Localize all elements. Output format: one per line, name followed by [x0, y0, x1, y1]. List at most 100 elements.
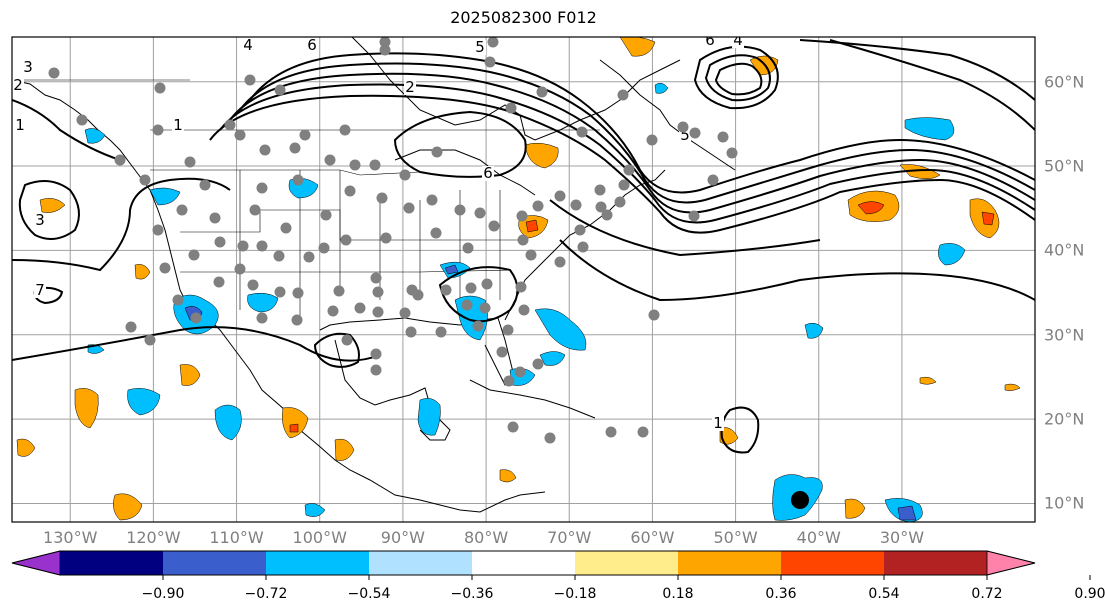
station-marker: [324, 154, 336, 166]
station-marker: [274, 286, 286, 298]
station-marker: [614, 196, 626, 208]
station-marker: [403, 202, 415, 214]
highlight-marker: [791, 491, 809, 509]
station-marker: [159, 262, 171, 274]
colorbar-level-label: 0.72: [971, 586, 1003, 602]
station-marker: [595, 201, 607, 213]
station-marker: [234, 263, 246, 275]
station-marker: [554, 190, 566, 202]
station-marker: [209, 212, 221, 224]
station-marker: [280, 222, 292, 234]
contour-label-bg: [704, 37, 716, 48]
station-marker: [339, 124, 351, 136]
longitude-label: 70°W: [547, 528, 592, 547]
station-marker: [576, 126, 588, 138]
longitude-label: 30°W: [879, 528, 925, 547]
colorbar-cell: [884, 551, 988, 575]
longitude-label: 40°W: [796, 528, 841, 547]
station-marker: [617, 89, 629, 101]
contour-label-bg: [404, 80, 416, 95]
map-frame: [11, 36, 1036, 523]
colorbar-level-label: −0.72: [244, 586, 288, 602]
station-marker: [144, 334, 156, 346]
station-marker: [488, 220, 500, 232]
station-marker: [256, 182, 268, 194]
latitude-label: 60°N: [1044, 72, 1085, 92]
station-marker: [646, 134, 658, 146]
contour-label: 3: [23, 58, 33, 76]
station-marker: [717, 131, 729, 143]
station-marker: [372, 306, 384, 318]
station-marker: [505, 102, 517, 114]
contour-label-bg: [22, 60, 34, 75]
height-contours: [12, 39, 1035, 454]
station-marker: [188, 249, 200, 261]
latitude-label: 40°N: [1044, 240, 1085, 260]
contour-label-bg: [172, 118, 184, 133]
station-marker: [532, 358, 544, 370]
station-marker: [303, 251, 315, 263]
station-marker: [249, 204, 261, 216]
station-marker: [472, 320, 484, 332]
contour-label: 4: [243, 36, 253, 54]
station-marker: [554, 256, 566, 268]
station-marker: [152, 124, 164, 136]
station-marker: [259, 144, 271, 156]
station-marker: [214, 236, 226, 248]
station-marker: [256, 312, 268, 324]
colorbar-extend-low: [11, 550, 61, 576]
station-marker: [484, 56, 496, 68]
station-marker: [299, 129, 311, 141]
station-marker: [256, 240, 268, 252]
station-marker: [462, 242, 474, 254]
colorbar-cell: [60, 551, 164, 575]
contour-label-bg: [12, 78, 24, 93]
station-marker: [172, 294, 184, 306]
station-marker: [152, 224, 164, 236]
contour-label: 1: [15, 116, 25, 134]
contour-label: 6: [483, 164, 493, 182]
latitude-label: 10°N: [1044, 493, 1085, 513]
contour-label: 5: [680, 126, 690, 144]
station-marker: [114, 154, 126, 166]
station-marker: [594, 184, 606, 196]
longitude-label: 100°W: [292, 528, 347, 547]
station-marker: [431, 146, 443, 158]
station-marker: [139, 174, 151, 186]
latitude-label: 30°N: [1044, 325, 1085, 345]
station-marker: [435, 326, 447, 338]
station-marker: [237, 240, 249, 252]
colorbar-cell: [163, 551, 267, 575]
station-marker: [426, 194, 438, 206]
station-marker: [514, 366, 526, 378]
station-marker: [370, 348, 382, 360]
station-marker: [48, 67, 60, 79]
station-marker: [399, 307, 411, 319]
station-marker: [291, 314, 303, 326]
station-marker: [190, 312, 202, 324]
station-marker: [340, 234, 352, 246]
colorbar-level-label: −0.18: [553, 586, 597, 602]
station-marker: [244, 74, 256, 86]
contour-label: 6: [307, 36, 317, 54]
station-marker: [379, 37, 391, 48]
station-marker: [525, 249, 537, 261]
longitude-label: 80°W: [463, 528, 509, 547]
station-marker: [479, 302, 491, 314]
station-marker: [176, 204, 188, 216]
station-marker: [618, 179, 630, 191]
contour-label-bg: [14, 118, 26, 133]
station-marker: [487, 37, 499, 48]
colorbar-cell: [575, 551, 679, 575]
station-marker: [380, 232, 392, 244]
station-marker: [623, 164, 635, 176]
station-marker: [184, 156, 196, 168]
colorbar-extend-high: [986, 550, 1036, 576]
colorbar-cell: [678, 551, 782, 575]
station-marker: [502, 324, 514, 336]
longitude-label: 90°W: [380, 528, 425, 547]
station-marker: [726, 147, 738, 159]
station-marker: [440, 284, 452, 296]
contour-label: 6: [705, 31, 715, 49]
